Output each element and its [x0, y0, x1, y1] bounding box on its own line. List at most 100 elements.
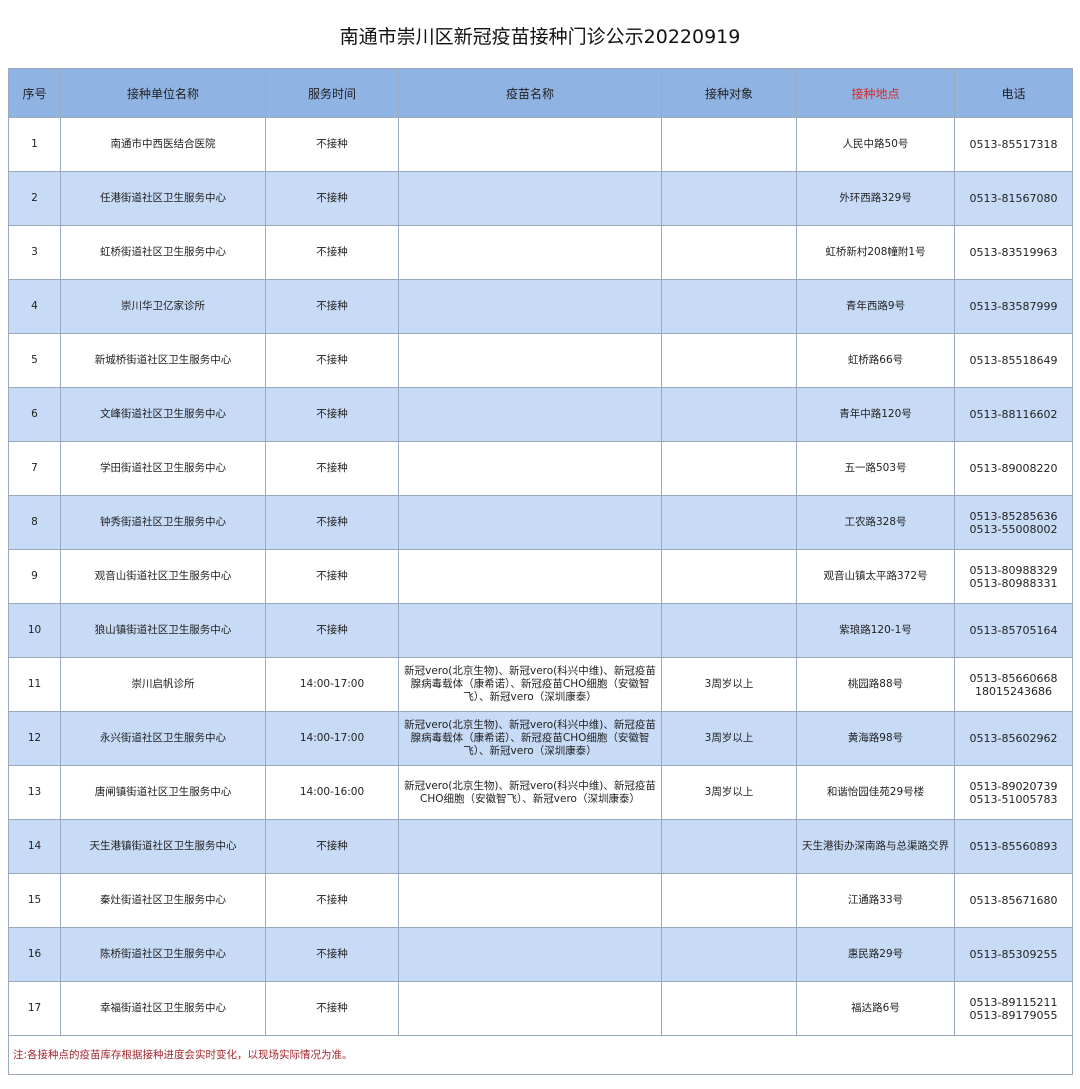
cell-time: 不接种: [265, 279, 399, 334]
cell-no: 6: [8, 387, 61, 442]
cell-phone: 0513-85671680: [954, 873, 1073, 928]
cell-vaccine: [398, 333, 662, 388]
cell-phone: 0513-85705164: [954, 603, 1073, 658]
cell-vaccine: 新冠vero(北京生物)、新冠vero(科兴中维)、新冠疫苗CHO细胞（安徽智飞…: [398, 765, 662, 820]
cell-phone: 0513-80988329 0513-80988331: [954, 549, 1073, 604]
table-row: 6 文峰街道社区卫生服务中心 不接种 青年中路120号 0513-88116602: [8, 387, 1073, 442]
cell-unit: 任港街道社区卫生服务中心: [60, 171, 266, 226]
cell-phone: 0513-85660668 18015243686: [954, 657, 1073, 712]
cell-no: 5: [8, 333, 61, 388]
cell-phone: 0513-89115211 0513-89179055: [954, 981, 1073, 1036]
cell-no: 9: [8, 549, 61, 604]
table-row: 4 崇川华卫亿家诊所 不接种 青年西路9号 0513-83587999: [8, 279, 1073, 334]
cell-location: 黄海路98号: [796, 711, 955, 766]
cell-phone: 0513-85518649: [954, 333, 1073, 388]
cell-target: [661, 927, 797, 982]
cell-target: 3周岁以上: [661, 657, 797, 712]
cell-no: 14: [8, 819, 61, 874]
cell-time: 不接种: [265, 495, 399, 550]
cell-time: 不接种: [265, 981, 399, 1036]
cell-time: 不接种: [265, 333, 399, 388]
cell-target: [661, 495, 797, 550]
cell-unit: 学田街道社区卫生服务中心: [60, 441, 266, 496]
cell-target: [661, 549, 797, 604]
cell-unit: 新城桥街道社区卫生服务中心: [60, 333, 266, 388]
cell-phone: 0513-83519963: [954, 225, 1073, 280]
cell-location: 工农路328号: [796, 495, 955, 550]
cell-no: 11: [8, 657, 61, 712]
cell-vaccine: [398, 819, 662, 874]
header-unit: 接种单位名称: [60, 68, 266, 118]
vaccination-table: 序号 接种单位名称 服务时间 疫苗名称 接种对象 接种地点 电话 1 南通市中西医…: [8, 68, 1073, 1075]
cell-unit: 幸福街道社区卫生服务中心: [60, 981, 266, 1036]
cell-time: 不接种: [265, 117, 399, 172]
cell-no: 8: [8, 495, 61, 550]
cell-target: [661, 981, 797, 1036]
cell-target: 3周岁以上: [661, 711, 797, 766]
cell-target: [661, 171, 797, 226]
cell-time: 不接种: [265, 171, 399, 226]
cell-no: 2: [8, 171, 61, 226]
cell-vaccine: [398, 603, 662, 658]
cell-no: 17: [8, 981, 61, 1036]
cell-location: 外环西路329号: [796, 171, 955, 226]
cell-time: 不接种: [265, 927, 399, 982]
header-location: 接种地点: [796, 68, 955, 118]
cell-target: [661, 225, 797, 280]
cell-unit: 南通市中西医结合医院: [60, 117, 266, 172]
cell-target: [661, 819, 797, 874]
cell-location: 和谐怡园佳苑29号楼: [796, 765, 955, 820]
cell-vaccine: [398, 549, 662, 604]
cell-phone: 0513-85602962: [954, 711, 1073, 766]
cell-unit: 文峰街道社区卫生服务中心: [60, 387, 266, 442]
cell-target: [661, 873, 797, 928]
cell-time: 不接种: [265, 549, 399, 604]
table-row: 13 唐闸镇街道社区卫生服务中心 14:00-16:00 新冠vero(北京生物)、新…: [8, 765, 1073, 820]
cell-no: 10: [8, 603, 61, 658]
table-row: 15 秦灶街道社区卫生服务中心 不接种 江通路33号 0513-85671680: [8, 873, 1073, 928]
cell-location: 青年西路9号: [796, 279, 955, 334]
cell-location: 五一路503号: [796, 441, 955, 496]
cell-location: 桃园路88号: [796, 657, 955, 712]
cell-no: 7: [8, 441, 61, 496]
cell-time: 不接种: [265, 819, 399, 874]
cell-unit: 钟秀街道社区卫生服务中心: [60, 495, 266, 550]
cell-location: 观音山镇太平路372号: [796, 549, 955, 604]
table-row: 1 南通市中西医结合医院 不接种 人民中路50号 0513-85517318: [8, 117, 1073, 172]
cell-no: 15: [8, 873, 61, 928]
cell-vaccine: [398, 387, 662, 442]
cell-no: 12: [8, 711, 61, 766]
header-row: 序号 接种单位名称 服务时间 疫苗名称 接种对象 接种地点 电话: [8, 68, 1073, 118]
header-vaccine: 疫苗名称: [398, 68, 662, 118]
cell-location: 虹桥新村208幢附1号: [796, 225, 955, 280]
cell-target: [661, 117, 797, 172]
cell-phone: 0513-85309255: [954, 927, 1073, 982]
cell-vaccine: 新冠vero(北京生物)、新冠vero(科兴中维)、新冠疫苗腺病毒载体（康希诺）…: [398, 657, 662, 712]
cell-vaccine: [398, 981, 662, 1036]
cell-location: 惠民路29号: [796, 927, 955, 982]
cell-phone: 0513-83587999: [954, 279, 1073, 334]
cell-no: 3: [8, 225, 61, 280]
cell-vaccine: [398, 117, 662, 172]
table-row: 16 陈桥街道社区卫生服务中心 不接种 惠民路29号 0513-85309255: [8, 927, 1073, 982]
table-row: 10 狼山镇街道社区卫生服务中心 不接种 紫琅路120-1号 0513-85705164: [8, 603, 1073, 658]
cell-location: 紫琅路120-1号: [796, 603, 955, 658]
cell-unit: 天生港镇街道社区卫生服务中心: [60, 819, 266, 874]
table-row: 11 崇川启帆诊所 14:00-17:00 新冠vero(北京生物)、新冠vero(科…: [8, 657, 1073, 712]
cell-phone: 0513-85517318: [954, 117, 1073, 172]
cell-unit: 观音山街道社区卫生服务中心: [60, 549, 266, 604]
header-phone: 电话: [954, 68, 1073, 118]
cell-vaccine: [398, 225, 662, 280]
table-row: 7 学田街道社区卫生服务中心 不接种 五一路503号 0513-89008220: [8, 441, 1073, 496]
table-row: 14 天生港镇街道社区卫生服务中心 不接种 天生港街办深南路与总渠路交界 0513-85…: [8, 819, 1073, 874]
cell-no: 13: [8, 765, 61, 820]
header-target: 接种对象: [661, 68, 797, 118]
cell-location: 福达路6号: [796, 981, 955, 1036]
cell-location: 天生港街办深南路与总渠路交界: [796, 819, 955, 874]
cell-target: [661, 603, 797, 658]
cell-time: 不接种: [265, 441, 399, 496]
cell-vaccine: 新冠vero(北京生物)、新冠vero(科兴中维)、新冠疫苗腺病毒载体（康希诺）…: [398, 711, 662, 766]
cell-vaccine: [398, 873, 662, 928]
cell-unit: 永兴街道社区卫生服务中心: [60, 711, 266, 766]
table-row: 3 虹桥街道社区卫生服务中心 不接种 虹桥新村208幢附1号 0513-83519963: [8, 225, 1073, 280]
